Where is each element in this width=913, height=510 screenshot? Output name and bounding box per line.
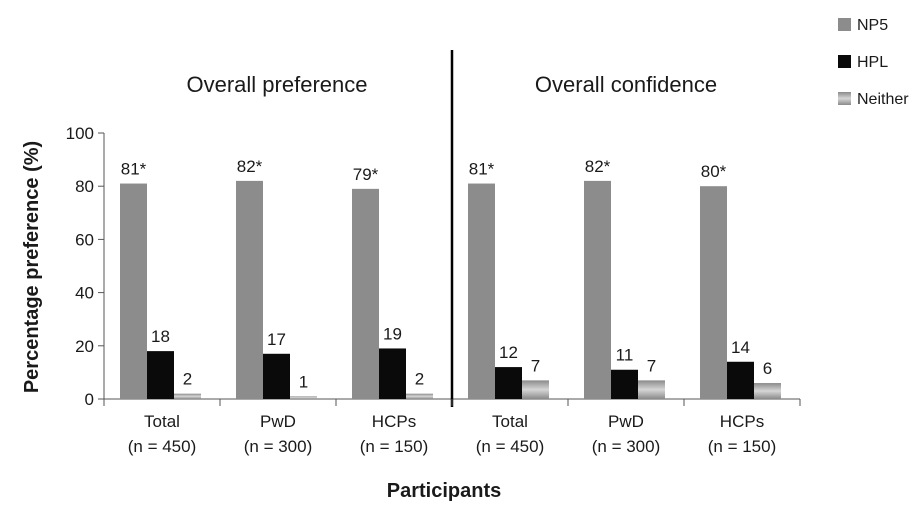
bar-hpl-overall-confidence-total bbox=[495, 367, 522, 399]
bar-hpl-overall-confidence-hcps bbox=[727, 361, 754, 399]
y-axis-title: Percentage preference (%) bbox=[21, 141, 43, 393]
category-n-label: (n = 300) bbox=[244, 437, 313, 456]
category-n-label: (n = 300) bbox=[592, 437, 661, 456]
category-labels: Total (n = 450) PwD (n = 300) HCPs (n = 150) T… bbox=[128, 412, 777, 456]
data-label: 80* bbox=[701, 162, 727, 181]
bar-np5-overall-preference-pwd bbox=[236, 180, 263, 399]
category-label: PwD bbox=[608, 412, 644, 431]
data-label: 6 bbox=[763, 359, 772, 378]
bar-neither-overall-confidence-hcps bbox=[754, 383, 781, 399]
y-tick-label: 100 bbox=[66, 124, 94, 143]
bar-neither-overall-preference-hcps bbox=[406, 393, 433, 399]
x-axis-title: Participants bbox=[387, 480, 501, 502]
data-label: 81* bbox=[121, 160, 147, 179]
category-label: Total bbox=[144, 412, 180, 431]
data-label: 18 bbox=[151, 327, 170, 346]
category-label: Total bbox=[492, 412, 528, 431]
bar-hpl-overall-confidence-pwd bbox=[611, 369, 638, 399]
bar-neither-overall-confidence-total bbox=[522, 380, 549, 399]
panel-title-preference: Overall preference bbox=[187, 72, 368, 97]
data-label: 81* bbox=[469, 160, 495, 179]
data-label: 82* bbox=[585, 157, 611, 176]
data-label: 79* bbox=[353, 165, 379, 184]
bar-np5-overall-confidence-total bbox=[468, 183, 495, 399]
data-label: 11 bbox=[616, 346, 634, 365]
data-label: 7 bbox=[647, 356, 656, 375]
category-n-label: (n = 150) bbox=[708, 437, 777, 456]
legend-swatch-neither bbox=[838, 92, 851, 105]
category-n-label: (n = 150) bbox=[360, 437, 429, 456]
bar-neither-overall-preference-pwd bbox=[290, 396, 317, 399]
category-n-label: (n = 450) bbox=[476, 437, 545, 456]
legend-label-neither: Neither bbox=[857, 91, 909, 108]
category-n-label: (n = 450) bbox=[128, 437, 197, 456]
y-tick-label: 40 bbox=[75, 284, 94, 303]
bar-np5-overall-confidence-hcps bbox=[700, 186, 727, 399]
legend-label-hpl: HPL bbox=[857, 54, 888, 71]
bar-hpl-overall-preference-hcps bbox=[379, 348, 406, 399]
data-label: 2 bbox=[183, 370, 192, 389]
legend: NP5 HPL Neither bbox=[838, 17, 909, 108]
bar-np5-overall-preference-total bbox=[120, 183, 147, 399]
legend-swatch-hpl bbox=[838, 55, 851, 68]
bar-np5-overall-preference-hcps bbox=[352, 188, 379, 399]
bar-hpl-overall-preference-pwd bbox=[263, 353, 290, 399]
y-tick-label: 60 bbox=[75, 230, 94, 249]
bar-hpl-overall-preference-total bbox=[147, 351, 174, 399]
data-label: 82* bbox=[237, 157, 263, 176]
legend-swatch-np5 bbox=[838, 18, 851, 31]
data-label: 14 bbox=[731, 338, 750, 357]
y-tick-label: 0 bbox=[85, 390, 94, 409]
y-tick-label: 20 bbox=[75, 337, 94, 356]
y-ticks: 0 20 40 60 80 100 bbox=[66, 124, 801, 409]
y-tick-label: 80 bbox=[75, 177, 94, 196]
data-label: 7 bbox=[531, 356, 540, 375]
panel-title-confidence: Overall confidence bbox=[535, 72, 717, 97]
category-label: HCPs bbox=[372, 412, 416, 431]
category-label: PwD bbox=[260, 412, 296, 431]
data-label: 12 bbox=[499, 343, 518, 362]
bar-neither-overall-confidence-pwd bbox=[638, 380, 665, 399]
data-label: 17 bbox=[267, 330, 286, 349]
data-label: 2 bbox=[415, 370, 424, 389]
data-label: 19 bbox=[383, 324, 402, 343]
bar-np5-overall-confidence-pwd bbox=[584, 180, 611, 399]
bars: 81* 18 2 82* 17 1 79* 19 2 81* 12 7 82* 11 7 80* 14 6 bbox=[120, 157, 781, 399]
legend-label-np5: NP5 bbox=[857, 17, 888, 34]
bar-neither-overall-preference-total bbox=[174, 393, 201, 399]
category-label: HCPs bbox=[720, 412, 764, 431]
data-label: 1 bbox=[299, 372, 308, 391]
